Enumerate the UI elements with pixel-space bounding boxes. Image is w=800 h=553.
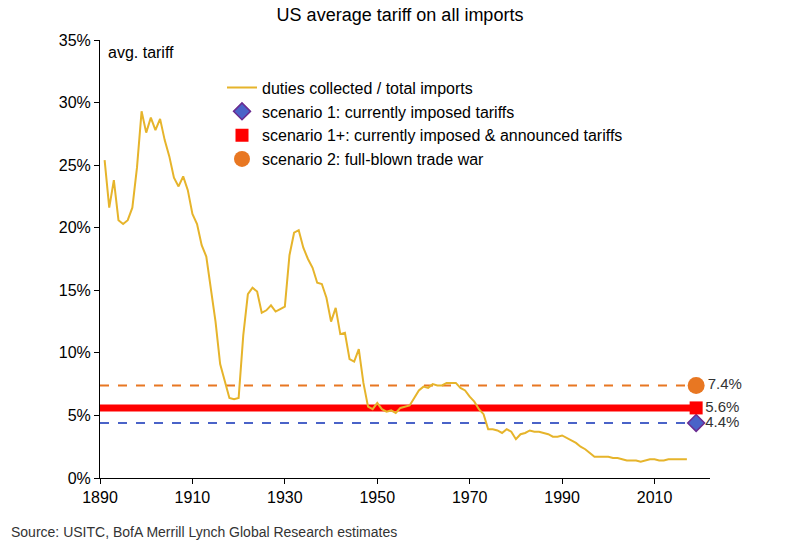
svg-text:10%: 10% [59, 344, 91, 361]
svg-text:7.4%: 7.4% [708, 375, 742, 392]
svg-text:35%: 35% [59, 32, 91, 49]
svg-text:25%: 25% [59, 157, 91, 174]
svg-text:scenario 1: currently imposed: scenario 1: currently imposed tariffs [262, 104, 514, 121]
svg-text:1910: 1910 [175, 489, 211, 506]
svg-text:1890: 1890 [82, 489, 118, 506]
svg-text:avg. tariff: avg. tariff [108, 44, 174, 61]
svg-text:0%: 0% [68, 470, 91, 487]
svg-text:2010: 2010 [637, 489, 673, 506]
svg-text:duties collected / total impor: duties collected / total imports [262, 80, 473, 97]
svg-text:scenario 1+: currently imposed: scenario 1+: currently imposed & announc… [262, 127, 622, 144]
svg-text:US average tariff on all impor: US average tariff on all imports [277, 5, 524, 25]
svg-text:30%: 30% [59, 94, 91, 111]
svg-text:1950: 1950 [359, 489, 395, 506]
svg-text:5.6%: 5.6% [705, 398, 739, 415]
svg-text:Source: USITC, BofA Merrill Ly: Source: USITC, BofA Merrill Lynch Global… [11, 524, 397, 540]
svg-text:1970: 1970 [452, 489, 488, 506]
svg-text:1990: 1990 [544, 489, 580, 506]
svg-text:5%: 5% [68, 407, 91, 424]
svg-text:4.4%: 4.4% [705, 413, 739, 430]
svg-text:1930: 1930 [267, 489, 303, 506]
svg-text:20%: 20% [59, 219, 91, 236]
svg-text:scenario 2: full-blown trade w: scenario 2: full-blown trade war [262, 151, 484, 168]
svg-text:15%: 15% [59, 282, 91, 299]
